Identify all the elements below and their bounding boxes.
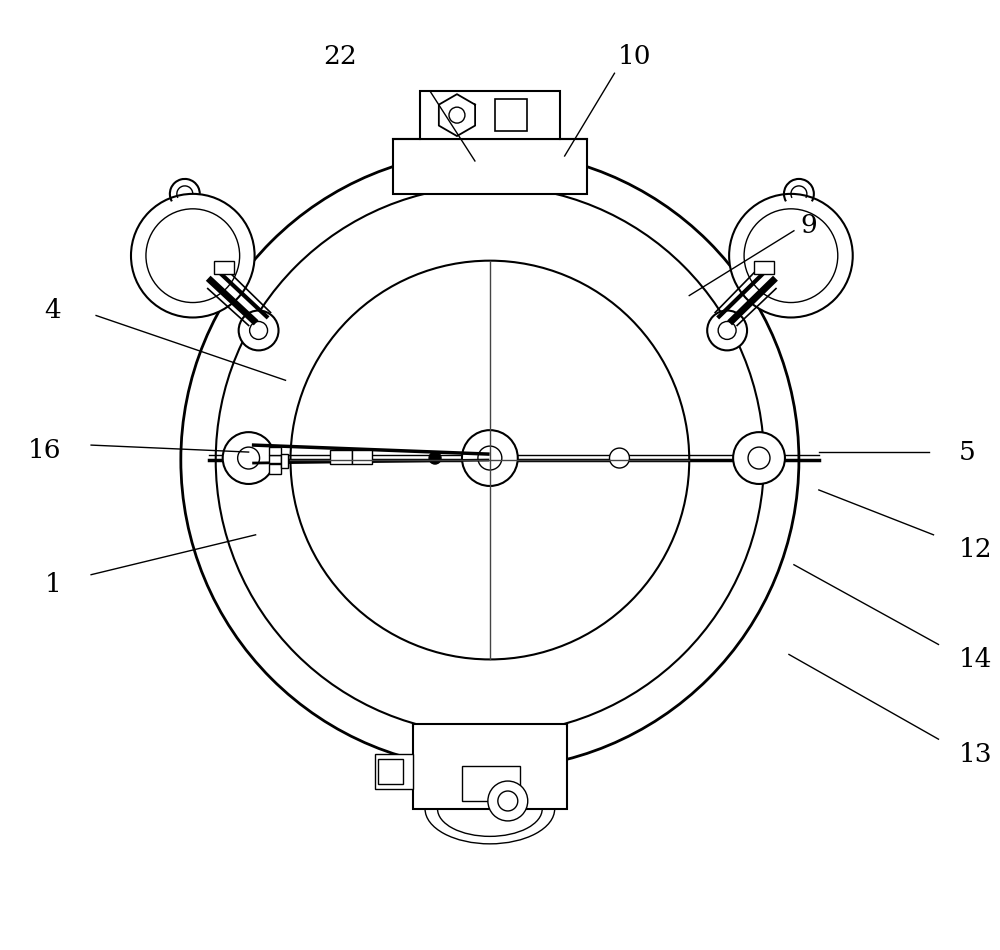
Circle shape: [449, 107, 465, 124]
Circle shape: [290, 260, 689, 659]
Bar: [330, 450, 352, 464]
Text: 10: 10: [618, 44, 651, 68]
Circle shape: [609, 448, 629, 468]
Bar: [281, 454, 288, 468]
Circle shape: [216, 186, 764, 734]
Bar: [269, 447, 281, 455]
Circle shape: [146, 209, 240, 302]
Circle shape: [748, 447, 770, 469]
Bar: [214, 260, 234, 274]
Circle shape: [478, 446, 502, 470]
Bar: [420, 91, 560, 139]
Circle shape: [239, 311, 279, 351]
Circle shape: [744, 209, 838, 302]
Bar: [352, 450, 372, 464]
Circle shape: [131, 194, 255, 317]
Circle shape: [238, 447, 260, 469]
Circle shape: [488, 781, 528, 821]
Bar: [378, 759, 403, 784]
Text: 9: 9: [801, 214, 817, 238]
Bar: [269, 464, 281, 474]
Circle shape: [429, 452, 441, 464]
Bar: [393, 139, 587, 194]
Text: 13: 13: [958, 742, 992, 767]
Bar: [462, 766, 520, 801]
Bar: [413, 724, 567, 809]
Text: 5: 5: [958, 440, 975, 465]
Text: 1: 1: [44, 572, 61, 598]
Circle shape: [250, 321, 268, 339]
Bar: [495, 99, 527, 131]
Circle shape: [498, 791, 518, 811]
Bar: [269, 455, 281, 463]
Text: 12: 12: [958, 538, 992, 562]
Circle shape: [733, 432, 785, 484]
Circle shape: [718, 321, 736, 339]
Circle shape: [181, 151, 799, 770]
Bar: [754, 260, 774, 274]
Circle shape: [707, 311, 747, 351]
Text: 14: 14: [958, 647, 992, 672]
Text: 16: 16: [28, 438, 61, 463]
Text: 22: 22: [323, 44, 357, 68]
Circle shape: [462, 430, 518, 486]
Text: 4: 4: [44, 298, 61, 323]
Circle shape: [223, 432, 275, 484]
Bar: [375, 754, 413, 789]
Circle shape: [729, 194, 853, 317]
